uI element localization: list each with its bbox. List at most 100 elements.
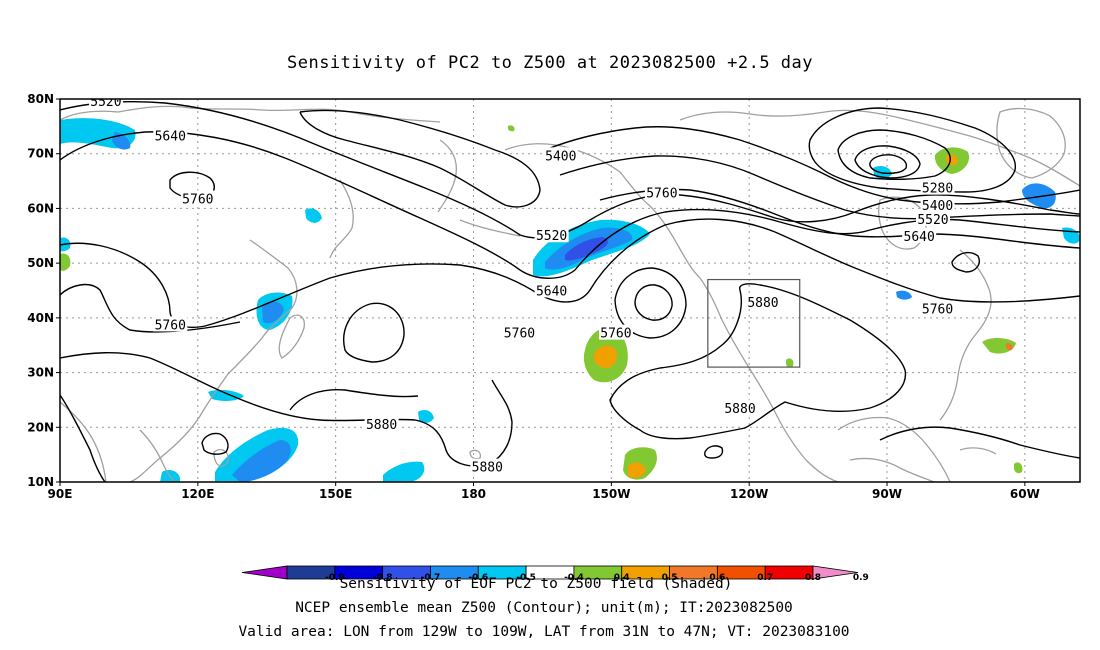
shade-blue-region [418,410,434,423]
shade-green-region [507,125,515,132]
shade-blue-region [873,166,892,179]
colorbar-tick-label: 0.4 [614,573,630,583]
contour-5280-core [869,154,908,175]
latitude-axis: 80N 70N 60N 50N 40N 30N 20N 10N [27,92,60,489]
contour-label: 5760 [182,193,213,208]
colorbar-tick-label: 0.5 [662,573,678,583]
contour-labels: 5520564057605400552056405760576057605760… [88,99,955,476]
lat-tick-label: 80N [27,92,54,106]
shade-orange-region [593,345,618,369]
footer-line-1: Sensitivity of EOF PC2 to Z500 field (Sh… [340,576,733,592]
coastline-caribbean [959,447,997,455]
contour-label: 5760 [155,318,186,333]
shade-blue-region [232,440,291,482]
lon-tick-label: 150W [592,487,630,501]
shade-blue-region [1022,183,1056,209]
contour-small-low-west-pacific [201,432,229,455]
contour-5280-mid [837,129,951,181]
contour-5760-south [60,283,241,333]
contour-label: 5520 [917,213,948,228]
shade-blue-region [565,237,608,261]
contour-low-aleutian [614,267,687,339]
valid-area-box [707,278,801,368]
contour-low-aleutian-inner [634,284,673,321]
lon-tick-label: 120E [181,487,214,501]
colorbar-tick-label: -0.4 [564,573,584,583]
contour-label: 5760 [600,327,631,342]
coastline-alaska [504,143,701,279]
colorbar-low-triangle [241,565,288,580]
contour-label-bg [915,210,950,226]
colorbar-tick-label: -0.5 [516,573,536,583]
lon-tick-label: 60W [1010,487,1040,501]
contour-5880-east [609,283,907,440]
contour-5520 [60,100,1080,239]
longitude-axis: 90E 120E 150E 180 150W 120W 90W 60W [48,482,1040,501]
colorbar-tick-label: 0.7 [757,573,773,583]
contour-5280-outer [808,107,1016,193]
lon-tick-label: 180 [461,487,486,501]
lon-tick-label: 120W [730,487,768,501]
contour-label: 5640 [536,285,567,300]
contour-5520-east [559,155,1080,220]
shade-green-region [60,253,71,271]
contour-label-bg [364,416,399,432]
contour-label: 5400 [545,149,576,164]
coastline-russia-east [329,179,354,259]
contour-label-bg [598,324,633,340]
colorbar-tick-label: -0.6 [468,573,488,583]
map-frame [59,98,1081,483]
map-panel: 5520564057605400552056405760576057605760… [27,92,1081,501]
contour-label-bg [902,227,937,243]
lat-tick-label: 10N [27,475,54,489]
lat-tick-label: 40N [27,311,54,325]
shade-blue-region [262,301,284,324]
contour-5400-east [544,126,1080,205]
contour-5640 [60,131,1080,279]
lat-tick-label: 30N [27,366,54,380]
contour-label: 5760 [504,327,535,342]
coastline-north-america-west [699,277,839,482]
coastline-central-america [849,457,935,482]
contour-label: 5880 [472,461,503,476]
contour-5280-inner [854,145,921,179]
coastline-kamchatka [437,139,458,213]
shade-orange-region [628,462,646,478]
contour-small-low-pacific [704,445,724,459]
contour-label-bg [470,458,505,474]
coastline-gulf-of-mexico [837,416,951,482]
contour-label-bg [180,190,215,206]
coastline-north-america-east [939,249,992,421]
colorbar-high-triangle [812,565,859,580]
coastline-europe-asia-north [60,105,441,123]
contour-label-bg [153,127,188,143]
coastline-southeast-asia [139,429,177,482]
shade-blue-region [305,208,322,223]
shade-green-region [1014,462,1023,474]
shade-blue-region [383,461,425,482]
contour-label-bg [920,300,955,316]
coastline-greenland [996,107,1066,179]
contour-5640-east [599,188,1080,249]
coastlines [60,105,1080,482]
contour-label: 5280 [922,182,953,197]
footer-line-3: Valid area: LON from 129W to 109W, LAT f… [238,624,849,640]
contour-5880-southeast [879,426,1080,459]
contour-label-bg [920,197,955,213]
figure-title: Sensitivity of PC2 to Z500 at 2023082500… [287,53,813,73]
coastline-japan [278,314,305,359]
contour-label-bg [502,324,537,340]
contour-label: 5640 [155,130,186,145]
contour-label: 5880 [747,296,778,311]
colorbar-tick-label: -0.7 [421,573,441,583]
coastline-hawaii [469,449,482,460]
colorbar-tick-label: 0.8 [805,573,821,583]
shade-blue-region [896,290,912,300]
colorbar-tick-label: -0.8 [373,573,393,583]
contour-label-bg [153,316,188,332]
contour-5880-asia [60,394,106,482]
contour-label: 5640 [904,230,935,245]
shade-blue-region [208,389,244,401]
z500-contours [60,100,1080,482]
